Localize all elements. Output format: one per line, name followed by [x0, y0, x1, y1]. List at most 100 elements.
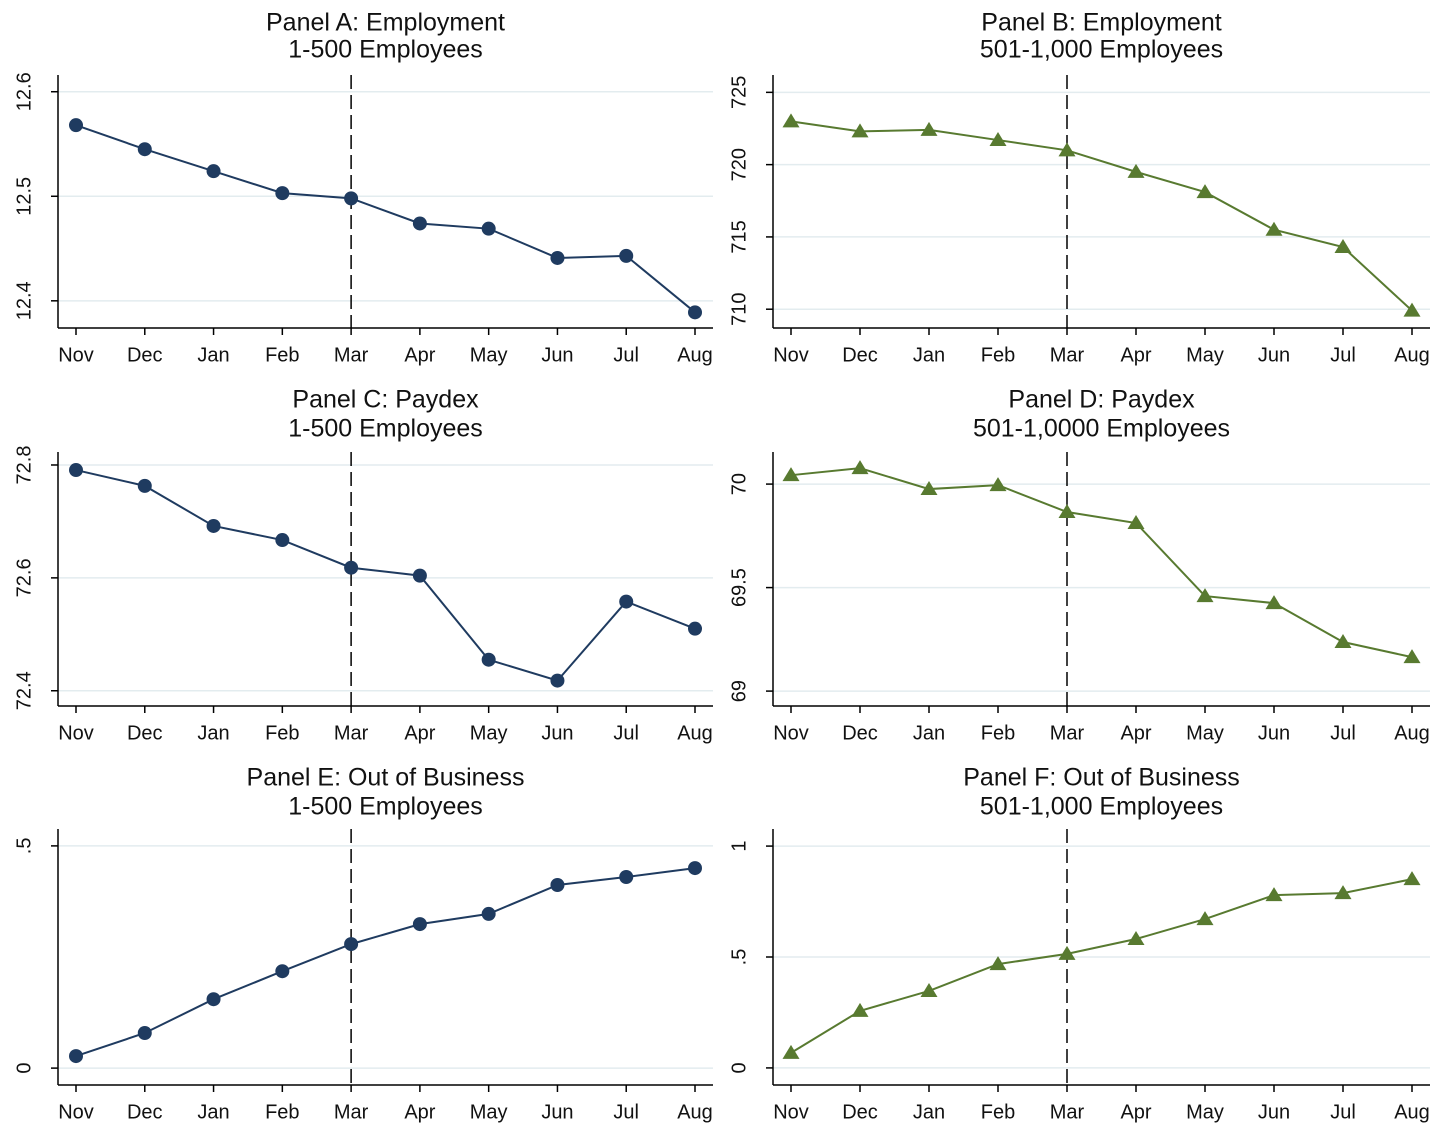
x-tick-label: May	[1186, 1101, 1224, 1123]
x-tick-label: Mar	[1050, 1101, 1085, 1123]
x-tick-label: Jan	[913, 344, 945, 366]
point	[412, 917, 427, 932]
series-line	[75, 124, 696, 314]
series-line	[75, 469, 696, 682]
point	[275, 964, 290, 979]
point	[412, 216, 427, 231]
x-tick-label: Feb	[981, 1101, 1015, 1123]
point	[619, 870, 634, 884]
x-tick-label: Jul	[613, 1101, 639, 1123]
point	[550, 673, 565, 688]
x-tick-label: Nov	[58, 344, 94, 366]
point	[1196, 184, 1214, 199]
x-tick-label: Dec	[842, 1101, 878, 1123]
x-tick-label: Apr	[1120, 344, 1151, 366]
point	[1196, 911, 1214, 926]
x-tick-label: Jan	[197, 1101, 229, 1123]
x-tick-label: May	[1186, 722, 1224, 744]
x-tick-label: Apr	[404, 1101, 435, 1123]
point	[1403, 871, 1421, 886]
x-tick-label: Nov	[58, 1101, 94, 1123]
panel-title: Panel F: Out of Business	[963, 764, 1240, 792]
x-tick-label: Feb	[265, 344, 299, 366]
x-tick-label: Aug	[1394, 1101, 1430, 1123]
x-tick-label: Jul	[613, 722, 639, 744]
series-line	[790, 120, 1413, 312]
point	[1058, 945, 1076, 960]
x-tick-label: Jun	[1258, 344, 1290, 366]
x-tick-label: Mar	[1050, 344, 1085, 366]
y-tick-label: 0	[728, 1062, 750, 1073]
point	[619, 248, 634, 263]
panel-title: Panel E: Out of Business	[247, 764, 525, 792]
point	[481, 221, 496, 236]
panel-subtitle: 501-1,000 Employees	[980, 793, 1223, 821]
point	[1265, 595, 1283, 610]
x-tick-label: Jun	[1258, 722, 1290, 744]
x-tick-label: Apr	[404, 344, 435, 366]
x-tick-label: May	[1186, 344, 1224, 366]
point	[275, 533, 290, 548]
point	[688, 621, 702, 636]
x-tick-label: Jul	[1330, 722, 1356, 744]
y-tick-label: 70	[728, 473, 750, 495]
point	[851, 123, 869, 138]
panel-title: Panel A: Employment	[266, 9, 505, 37]
point	[1127, 515, 1145, 530]
y-tick-label: 725	[728, 76, 750, 109]
x-tick-label: Apr	[1120, 722, 1151, 744]
y-tick-label: 12.6	[13, 72, 35, 111]
point	[1334, 885, 1352, 900]
x-tick-label: Apr	[1120, 1101, 1151, 1123]
point	[619, 594, 634, 609]
x-tick-label: Feb	[981, 722, 1015, 744]
point	[1265, 887, 1283, 902]
panel-title: Panel C: Paydex	[292, 386, 479, 414]
x-tick-label: Nov	[773, 1101, 809, 1123]
x-tick-label: Jun	[1258, 1101, 1290, 1123]
y-tick-label: 69.5	[728, 568, 750, 607]
point	[344, 560, 359, 575]
x-tick-label: Jul	[1330, 344, 1356, 366]
point	[989, 132, 1007, 147]
point	[206, 518, 221, 533]
point	[137, 1026, 152, 1040]
x-tick-label: Nov	[58, 722, 94, 744]
point	[851, 460, 869, 475]
x-tick-label: Jun	[541, 722, 573, 744]
y-tick-label: 12.4	[13, 281, 35, 320]
x-tick-label: Dec	[127, 722, 163, 744]
point	[550, 878, 565, 892]
point	[69, 118, 83, 133]
point	[782, 1044, 800, 1059]
point	[206, 164, 221, 179]
y-tick-label: .5	[13, 838, 35, 855]
panel-title: Panel B: Employment	[981, 9, 1221, 37]
point	[851, 1002, 869, 1017]
y-tick-label: 12.5	[13, 177, 35, 216]
x-tick-label: Apr	[404, 722, 435, 744]
point	[920, 982, 938, 997]
point	[137, 142, 152, 157]
y-tick-label: 0	[13, 1063, 35, 1074]
point	[688, 305, 702, 320]
point	[1265, 221, 1283, 236]
point	[275, 186, 290, 201]
point	[344, 937, 359, 952]
point	[137, 478, 152, 493]
x-tick-label: Jan	[913, 722, 945, 744]
series-line	[790, 467, 1413, 659]
x-tick-label: Feb	[981, 344, 1015, 366]
panel-subtitle: 1-500 Employees	[288, 36, 483, 64]
y-tick-label: 710	[728, 293, 750, 326]
x-tick-label: Jun	[541, 1101, 573, 1123]
point	[782, 113, 800, 128]
y-tick-label: 715	[728, 220, 750, 253]
point	[1127, 931, 1145, 946]
x-tick-label: Aug	[1394, 722, 1430, 744]
x-tick-label: Jan	[197, 722, 229, 744]
x-tick-label: Feb	[265, 722, 299, 744]
x-tick-label: Jan	[913, 1101, 945, 1123]
